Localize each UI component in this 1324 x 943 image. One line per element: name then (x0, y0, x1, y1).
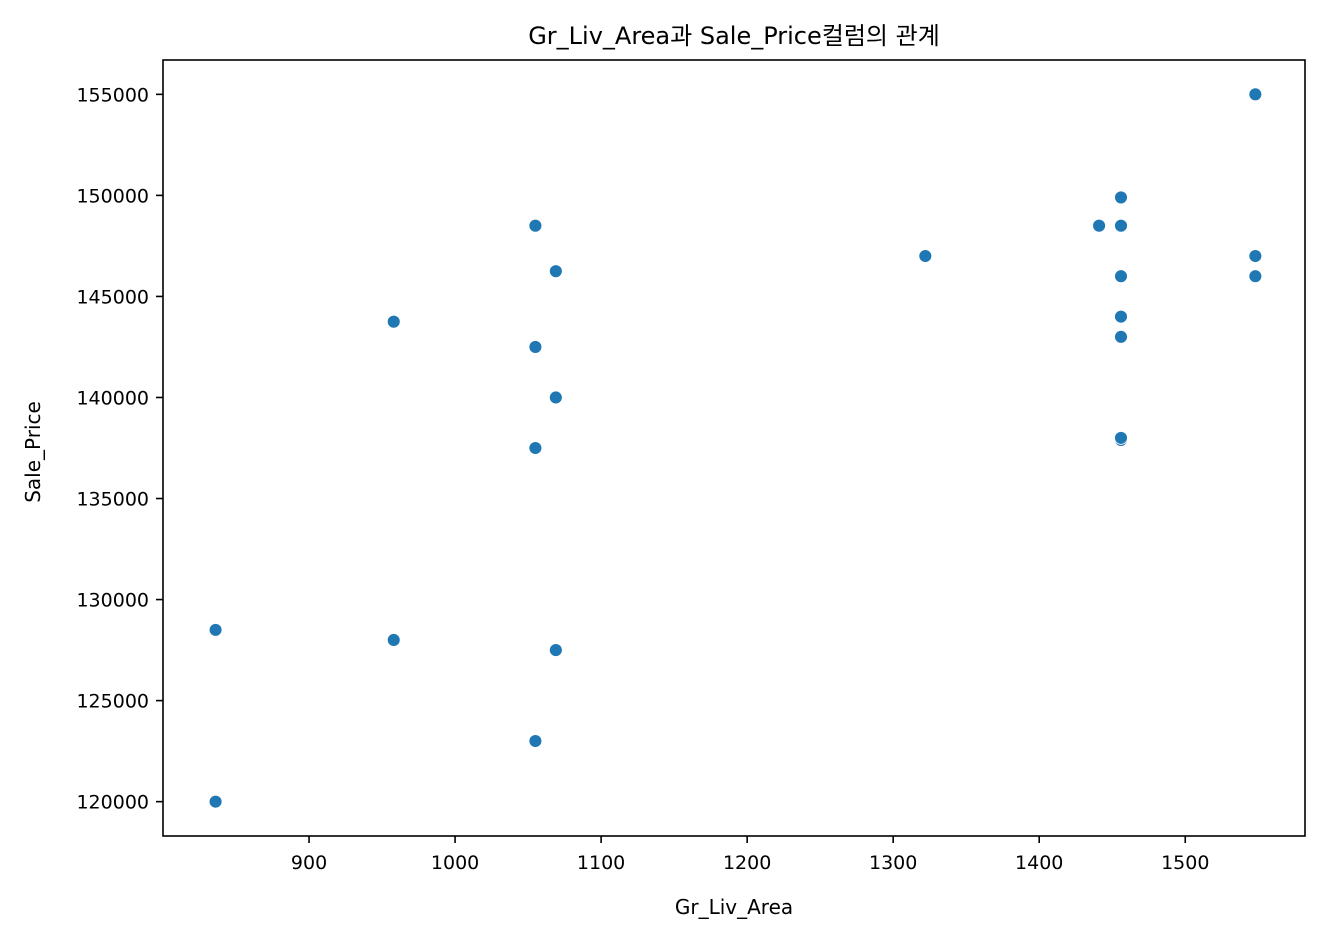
x-axis: 900 1000 1100 1200 1300 1400 1500 (291, 836, 1209, 874)
scatter-point (1114, 309, 1128, 324)
scatter-point (1248, 269, 1263, 284)
scatter-point (528, 340, 543, 354)
scatter-point (1114, 218, 1128, 233)
scatter-point (1248, 87, 1263, 102)
scatter-point (386, 633, 401, 647)
y-tick-label: 145000 (76, 286, 149, 308)
x-tick-label: 1300 (869, 852, 917, 874)
x-tick-label: 1400 (1015, 852, 1063, 874)
scatter-point (1092, 218, 1107, 233)
y-axis: 120000 125000 130000 135000 140000 145000 1500… (76, 84, 163, 814)
scatter-point (386, 314, 401, 329)
scatter-point (1114, 329, 1128, 344)
x-axis-label: Gr_Liv_Area (675, 895, 793, 919)
y-tick-label: 120000 (76, 792, 149, 814)
x-tick-label: 1100 (577, 852, 625, 874)
scatter-point (1114, 190, 1128, 205)
scatter-point (528, 441, 543, 455)
scatter-point (1114, 430, 1128, 445)
data-points (208, 87, 1263, 809)
scatter-point (528, 734, 543, 748)
scatter-point (208, 794, 223, 809)
y-tick-label: 130000 (76, 590, 149, 612)
plot-area-frame (162, 59, 1306, 837)
x-tick-label: 1000 (431, 852, 479, 874)
y-axis-label: Sale_Price (21, 401, 45, 503)
y-tick-label: 155000 (76, 84, 149, 106)
y-tick-label: 150000 (76, 185, 149, 207)
scatter-point (1248, 249, 1263, 263)
scatter-point (548, 264, 563, 279)
chart-title: Gr_Liv_Area과 Sale_Price컬럼의 관계 (528, 22, 940, 50)
scatter-point (918, 249, 933, 263)
scatter-point (1114, 269, 1128, 284)
scatter-point (548, 643, 563, 658)
x-tick-label: 1200 (723, 852, 771, 874)
y-tick-label: 140000 (76, 387, 149, 409)
scatter-point (548, 390, 563, 405)
scatter-point (528, 218, 543, 233)
scatter-point (208, 622, 223, 637)
y-tick-label: 135000 (76, 489, 149, 511)
y-tick-label: 125000 (76, 691, 149, 713)
x-tick-label: 900 (291, 852, 327, 874)
x-tick-label: 1500 (1161, 852, 1209, 874)
